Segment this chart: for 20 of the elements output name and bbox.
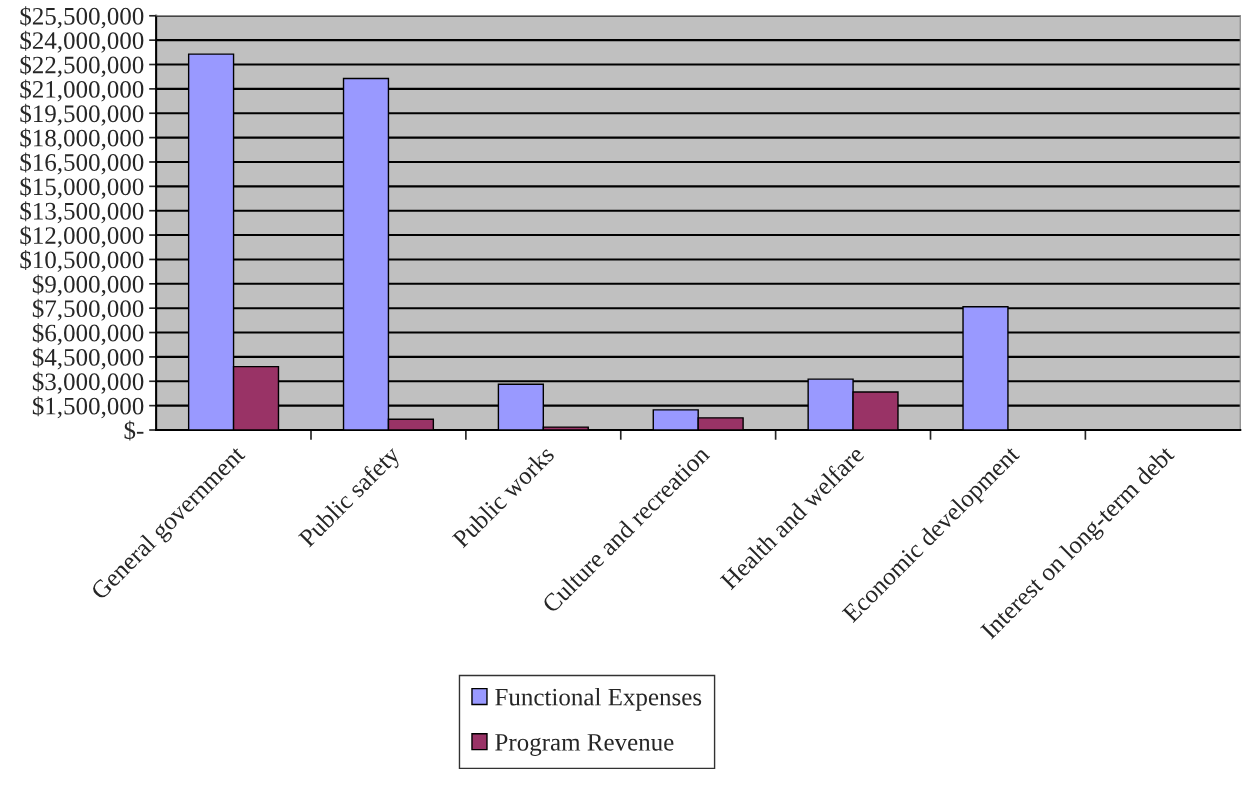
y-tick-label: $15,000,000 (20, 176, 144, 199)
y-tick-label: $7,500,000 (32, 298, 144, 321)
y-tick-label: $16,500,000 (20, 152, 144, 175)
y-tick-label: $13,500,000 (20, 201, 144, 224)
y-tick-label: $22,500,000 (20, 55, 144, 78)
legend-label: Program Revenue (495, 734, 674, 756)
y-tick-label: $6,000,000 (32, 323, 144, 346)
y-tick-label: $12,000,000 (20, 225, 144, 248)
y-tick-label: $10,500,000 (20, 250, 144, 272)
y-tick-label: $21,000,000 (20, 79, 144, 102)
y-tick-label: $24,000,000 (20, 30, 144, 53)
y-tick-label: $25,500,000 (20, 6, 144, 29)
y-tick-label: $9,000,000 (32, 274, 144, 297)
y-tick-label: $3,000,000 (32, 371, 144, 394)
legend-label: Functional Expenses (495, 687, 702, 711)
y-tick-label: $4,500,000 (32, 347, 144, 370)
y-tick-label: $1,500,000 (32, 396, 144, 419)
y-tick-label: $19,500,000 (20, 103, 144, 126)
y-tick-label: $18,000,000 (20, 128, 144, 151)
y-tick-label: $- (124, 420, 144, 441)
